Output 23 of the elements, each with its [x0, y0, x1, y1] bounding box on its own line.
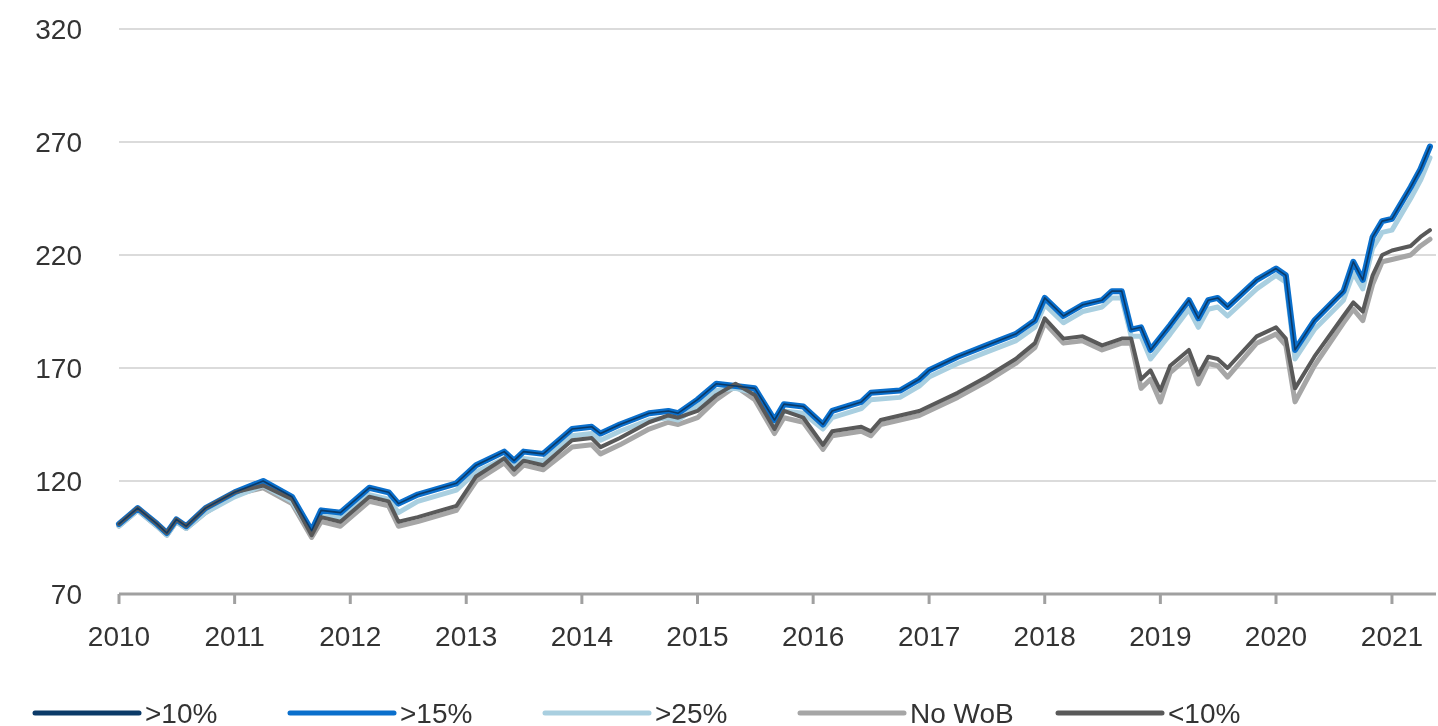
legend-label: No WoB [910, 698, 1014, 726]
x-tick-label: 2014 [550, 621, 614, 652]
legend-label: >10% [145, 698, 218, 726]
x-tick-label: 2018 [1013, 621, 1076, 652]
x-tick-label: 2010 [87, 621, 151, 652]
y-tick-label: 220 [35, 240, 82, 271]
x-tick-label: 2020 [1244, 621, 1308, 652]
x-tick-label: 2012 [319, 621, 382, 652]
x-tick-label: 2019 [1129, 621, 1192, 652]
legend-label: >15% [400, 698, 473, 726]
y-tick-label: 170 [35, 353, 82, 384]
x-tick-label: 2015 [666, 621, 729, 652]
y-tick-label: 70 [50, 579, 82, 610]
x-tick-label: 2011 [204, 621, 265, 652]
legend-label: >25% [655, 698, 728, 726]
x-tick-label: 2021 [1360, 621, 1424, 652]
y-tick-label: 320 [35, 14, 82, 45]
legend-label: <10% [1168, 698, 1241, 726]
y-tick-label: 120 [35, 466, 82, 497]
y-tick-label: 270 [35, 127, 82, 158]
x-tick-label: 2017 [897, 621, 961, 652]
x-tick-label: 2016 [781, 621, 845, 652]
x-tick-label: 2013 [435, 621, 498, 652]
